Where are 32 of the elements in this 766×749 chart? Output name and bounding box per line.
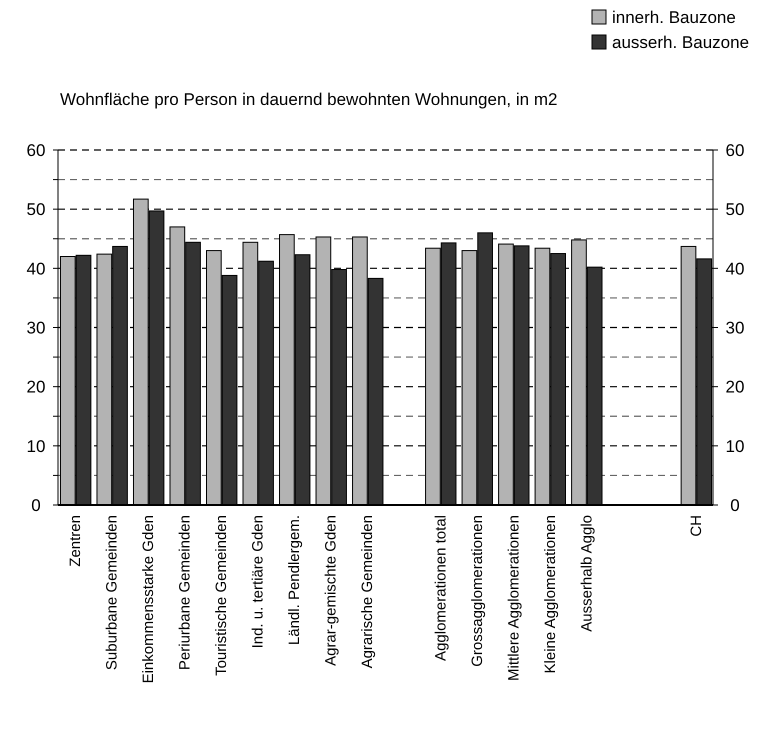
chart-title: Wohnfläche pro Person in dauernd bewohnten Wohnungen, in m2 (60, 90, 558, 109)
x-tick-label: Grossagglomerationen (468, 515, 486, 667)
x-tick-label: Kleine Agglomerationen (542, 515, 559, 674)
x-tick-label: Ausserhalb Agglo (578, 515, 596, 632)
x-tick-label: Mittlere Agglomerationen (505, 515, 522, 681)
x-tick-label: Agrarische Gemeinden (359, 515, 376, 668)
y-tick-label: 50 (26, 200, 46, 220)
y-tick-label: 30 (26, 318, 46, 338)
x-tick-label: Suburbane Gemeinden (104, 515, 121, 670)
y2-tick-label: 30 (726, 318, 744, 338)
y2-tick-label: 10 (726, 436, 744, 456)
y-tick-label: 0 (31, 496, 41, 515)
y-tick-label: 40 (26, 259, 46, 278)
y2-tick-label: 0 (730, 496, 740, 515)
y2-tick-label: 60 (726, 141, 744, 160)
x-tick-label: Touristische Gemeinden (213, 515, 230, 676)
x-tick-label: Agrar-gemischte Gden (322, 515, 340, 666)
legend-label: innerh. Bauzone (612, 8, 736, 27)
y-tick-label: 60 (26, 141, 46, 160)
legend-label: ausserh. Bauzone (612, 33, 750, 52)
y2-tick-label: 50 (726, 200, 744, 220)
y2-tick-label: 40 (726, 259, 744, 278)
x-tick-label: Ind. u. tertiäre Gden (250, 515, 267, 648)
x-tick-label: Ländl. Pendlergem. (286, 515, 304, 646)
x-tick-label: Periurbane Gemeinden (176, 515, 194, 670)
y2-tick-label: 20 (726, 378, 744, 397)
x-tick-label: Agglomerationen total (432, 515, 450, 661)
y-tick-label: 10 (26, 436, 46, 456)
x-tick-label: Einkommensstarke Gden (140, 515, 158, 684)
x-tick-label: Zentren (67, 515, 84, 567)
y-tick-label: 20 (26, 378, 46, 397)
x-tick-label: CH (688, 515, 705, 537)
